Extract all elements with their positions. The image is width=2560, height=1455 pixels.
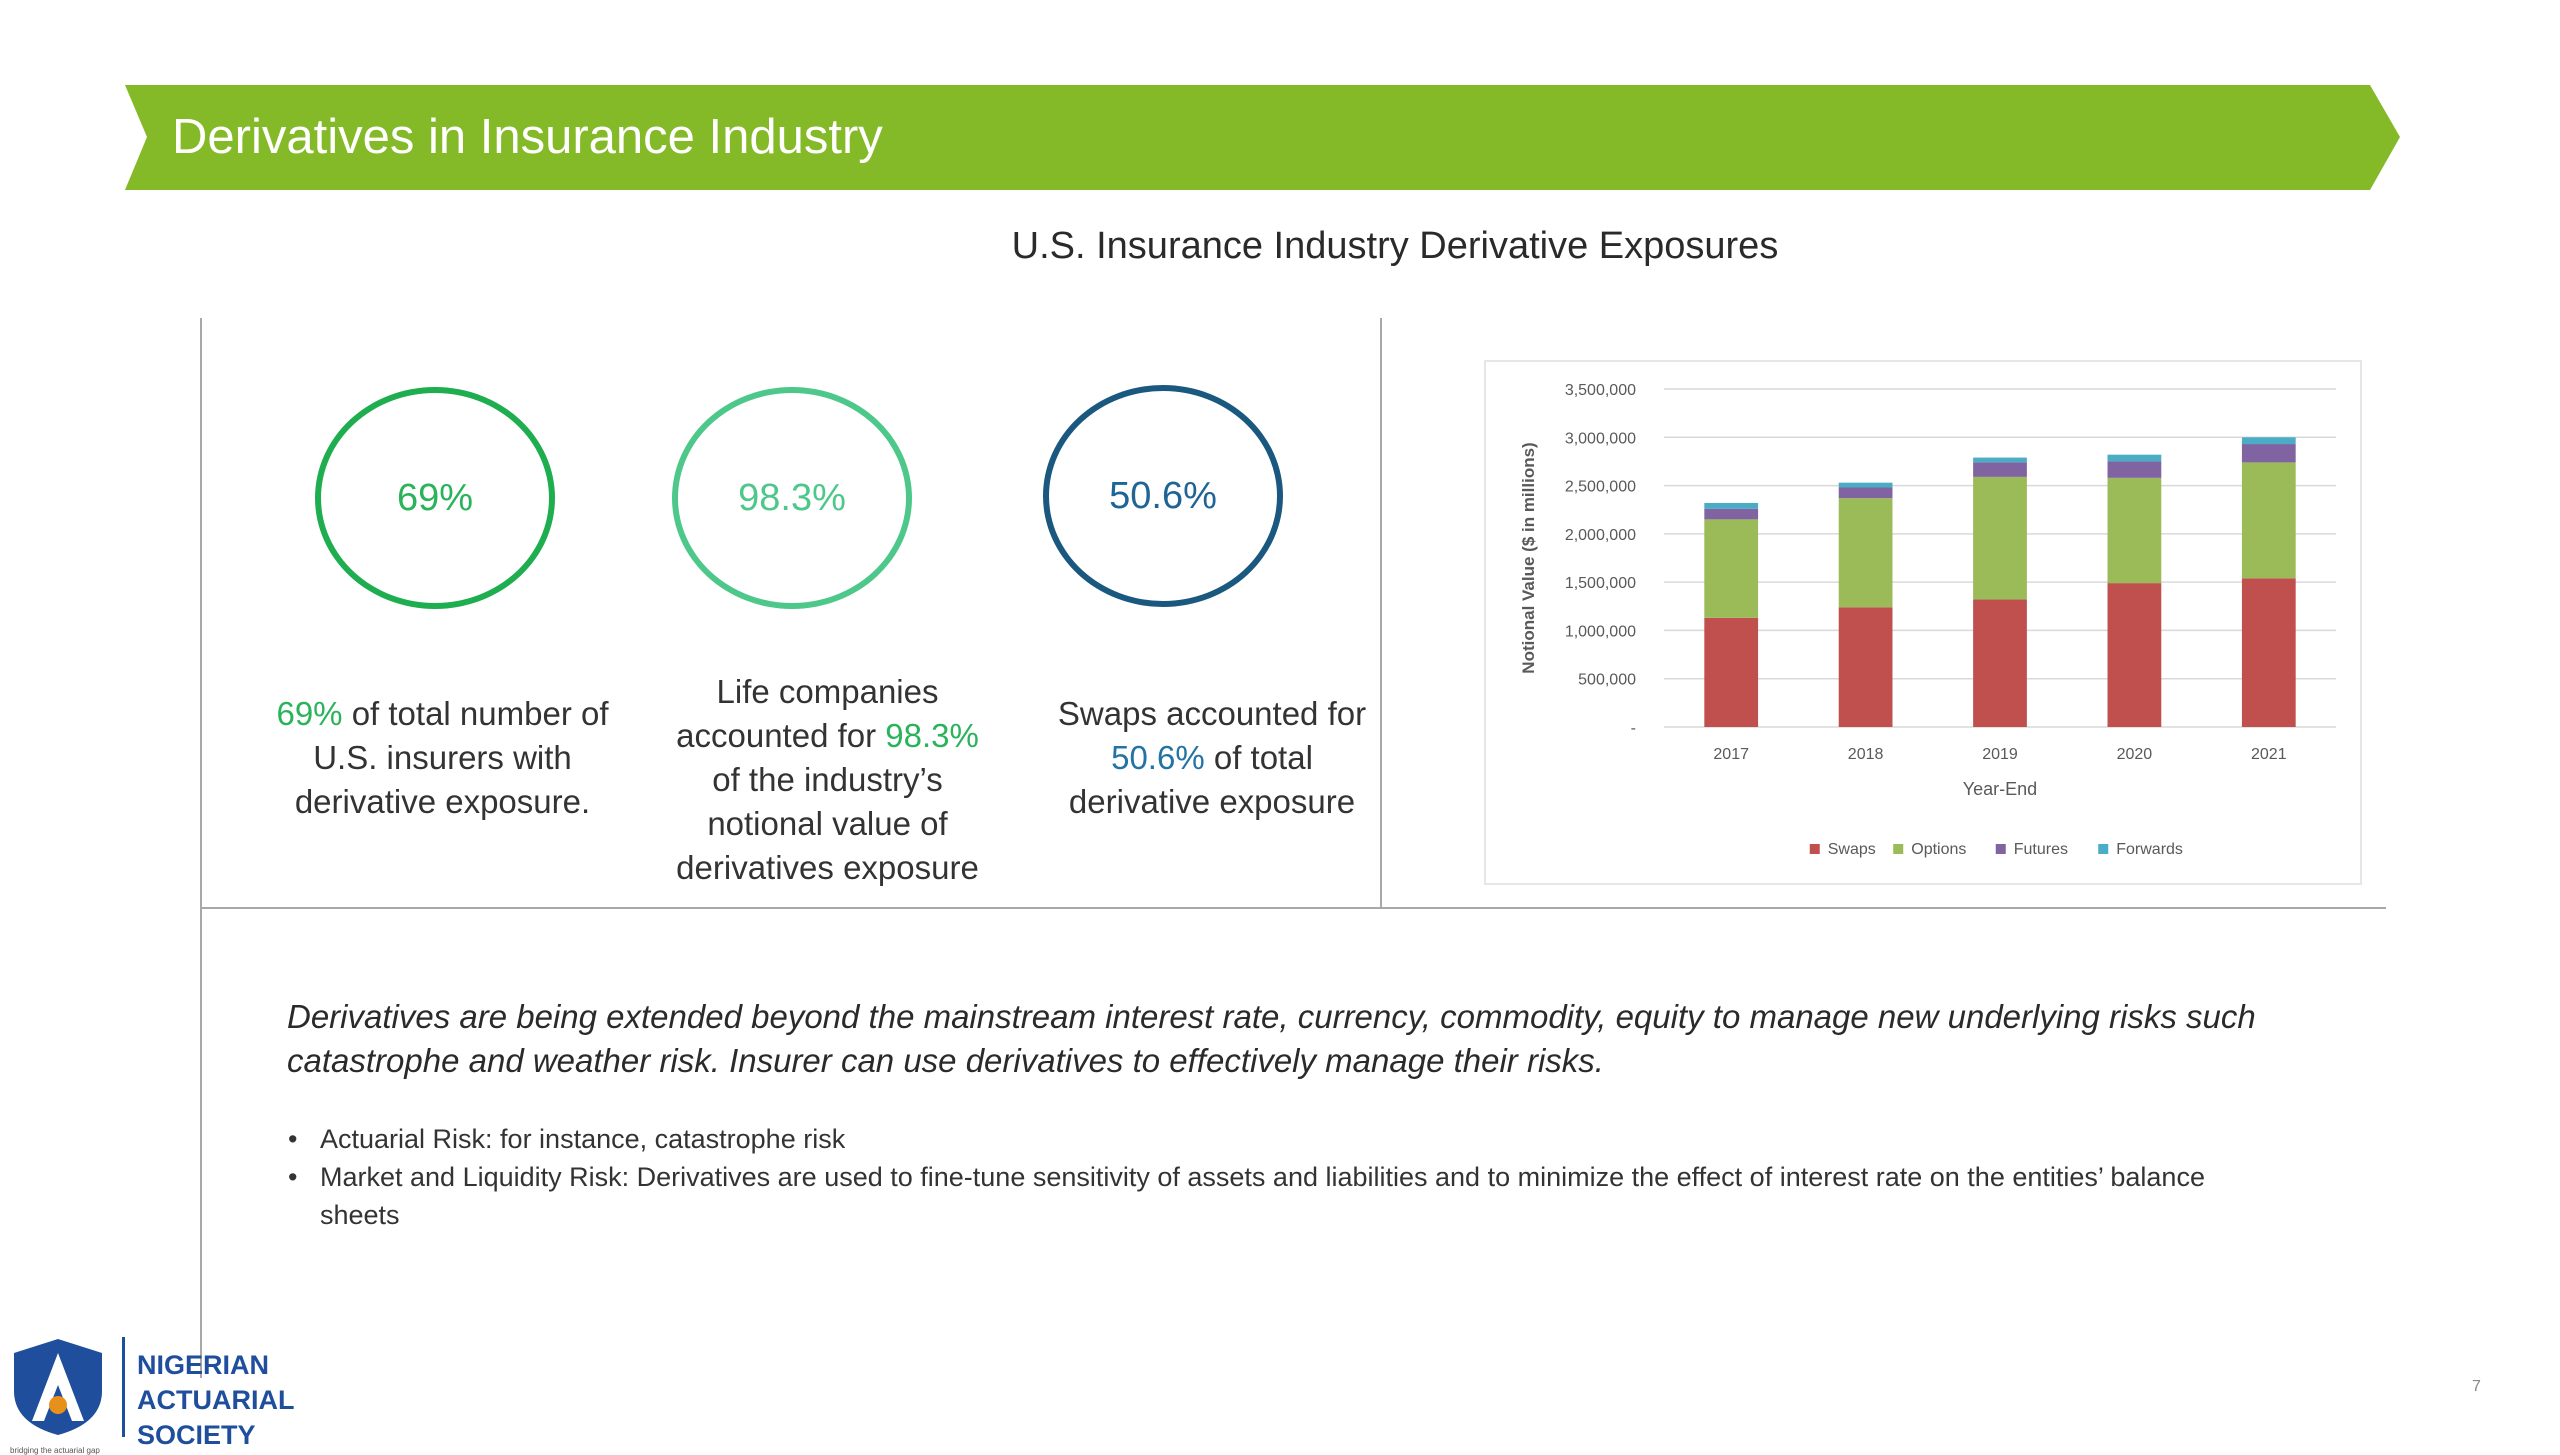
bar-segment-futures	[1838, 487, 1893, 499]
bullet-dot: •	[288, 1162, 298, 1192]
chart-svg: - 500,000 1,000,000 1,500,000 2,000,000 2,500…	[1519, 382, 2336, 858]
y-tick-label: 1,500,000	[1565, 575, 1636, 592]
y-tick-label: 500,000	[1578, 672, 1636, 689]
bar-segment-options	[2241, 462, 2296, 579]
stat-description-insurers: 69% of total number of U.S. insurers wit…	[276, 695, 609, 820]
stat-highlight-life-companies: 98.3%	[885, 717, 979, 754]
bar-segment-swaps	[2107, 583, 2162, 727]
legend-label-options: Options	[1911, 841, 1966, 858]
bar-segment-futures	[2107, 461, 2162, 478]
y-tick-label: 3,500,000	[1565, 382, 1636, 399]
y-tick-label: 2,000,000	[1565, 527, 1636, 544]
logo-tagline: bridging the actuarial gap	[10, 1446, 100, 1455]
y-tick-label: -	[1631, 720, 1636, 737]
bar-segment-futures	[2241, 444, 2296, 463]
section-title: U.S. Insurance Industry Derivative Expos…	[1011, 225, 1779, 267]
legend-label-swaps: Swaps	[1828, 841, 1876, 858]
bar-segment-swaps	[2241, 578, 2296, 727]
stat-circle-swaps: 50.6%	[1043, 385, 1283, 607]
x-tick-label: 2017	[1713, 746, 1749, 763]
stat-highlight-insurers: 69%	[276, 695, 343, 732]
y-tick-label: 3,000,000	[1565, 430, 1636, 447]
y-tick-label: 2,500,000	[1565, 479, 1636, 496]
stat-circle-insurers: 69%	[315, 387, 555, 609]
stat-circle-life-companies: 98.3%	[672, 387, 912, 609]
bar-segment-swaps	[1838, 607, 1893, 727]
stat-value-life-companies: 98.3%	[738, 476, 846, 519]
slide-title: Derivatives in Insurance Industry	[172, 110, 883, 164]
stat-highlight-swaps: 50.6%	[1111, 739, 1205, 776]
bar-segment-options	[1704, 519, 1759, 618]
bar-segment-forwards	[2241, 437, 2296, 445]
legend-swatch-options	[1893, 844, 1904, 854]
bar-segment-swaps	[1973, 599, 2027, 727]
y-tick-label: 1,000,000	[1565, 623, 1636, 640]
bar-segment-futures	[1973, 462, 2027, 477]
bar-segment-forwards	[1838, 482, 1893, 488]
risk-bullet-list: • Actuarial Risk: for instance, catastrop…	[288, 1120, 2288, 1234]
bullet-market-liquidity-risk: • Market and Liquidity Risk: Derivatives …	[288, 1158, 2288, 1234]
derivative-exposure-chart: - 500,000 1,000,000 1,500,000 2,000,000 2,500…	[1484, 360, 2362, 885]
nas-logo-icon	[14, 1337, 125, 1437]
legend-swatch-forwards	[2098, 844, 2109, 854]
x-tick-label: 2020	[2117, 746, 2153, 763]
logo-wordmark: NIGERIAN ACTUARIAL SOCIETY	[137, 1350, 295, 1450]
title-banner	[125, 85, 2400, 190]
stat-value-swaps: 50.6%	[1109, 474, 1217, 517]
stat-description-life-companies: Life companies accounted for 98.3% of th…	[676, 673, 979, 886]
x-tick-label: 2019	[1982, 746, 2018, 763]
y-axis-title: Notional Value ($ in millions)	[1519, 442, 1538, 673]
divider-horizontal	[200, 907, 2386, 909]
x-tick-label: 2021	[2251, 746, 2287, 763]
derivatives-paragraph: Derivatives are being extended beyond th…	[287, 998, 2256, 1079]
bar-segment-forwards	[2107, 454, 2162, 462]
legend-label-forwards: Forwards	[2116, 841, 2183, 858]
bar-segment-options	[2107, 477, 2162, 584]
legend-label-futures: Futures	[2014, 841, 2068, 858]
bar-segment-forwards	[1704, 502, 1759, 509]
bar-segment-swaps	[1704, 617, 1759, 727]
bullet-dot: •	[288, 1124, 298, 1154]
bar-segment-options	[1838, 498, 1893, 608]
bar-segment-options	[1973, 476, 2027, 600]
divider-vertical-middle	[1380, 318, 1382, 908]
bar-segment-futures	[1704, 508, 1759, 520]
stat-value-insurers: 69%	[396, 476, 474, 519]
x-axis-title: Year-End	[1963, 779, 2037, 799]
legend-swatch-futures	[1995, 844, 2006, 854]
legend-swatch-swaps	[1809, 844, 1820, 854]
bar-segment-forwards	[1973, 457, 2027, 463]
x-tick-label: 2018	[1848, 746, 1884, 763]
bullet-actuarial-risk: • Actuarial Risk: for instance, catastrop…	[288, 1120, 2288, 1158]
page-number: 7	[2472, 1378, 2481, 1395]
divider-vertical-left	[200, 318, 202, 1378]
stat-description-swaps: Swaps accounted for 50.6% of total deriv…	[1057, 695, 1367, 820]
